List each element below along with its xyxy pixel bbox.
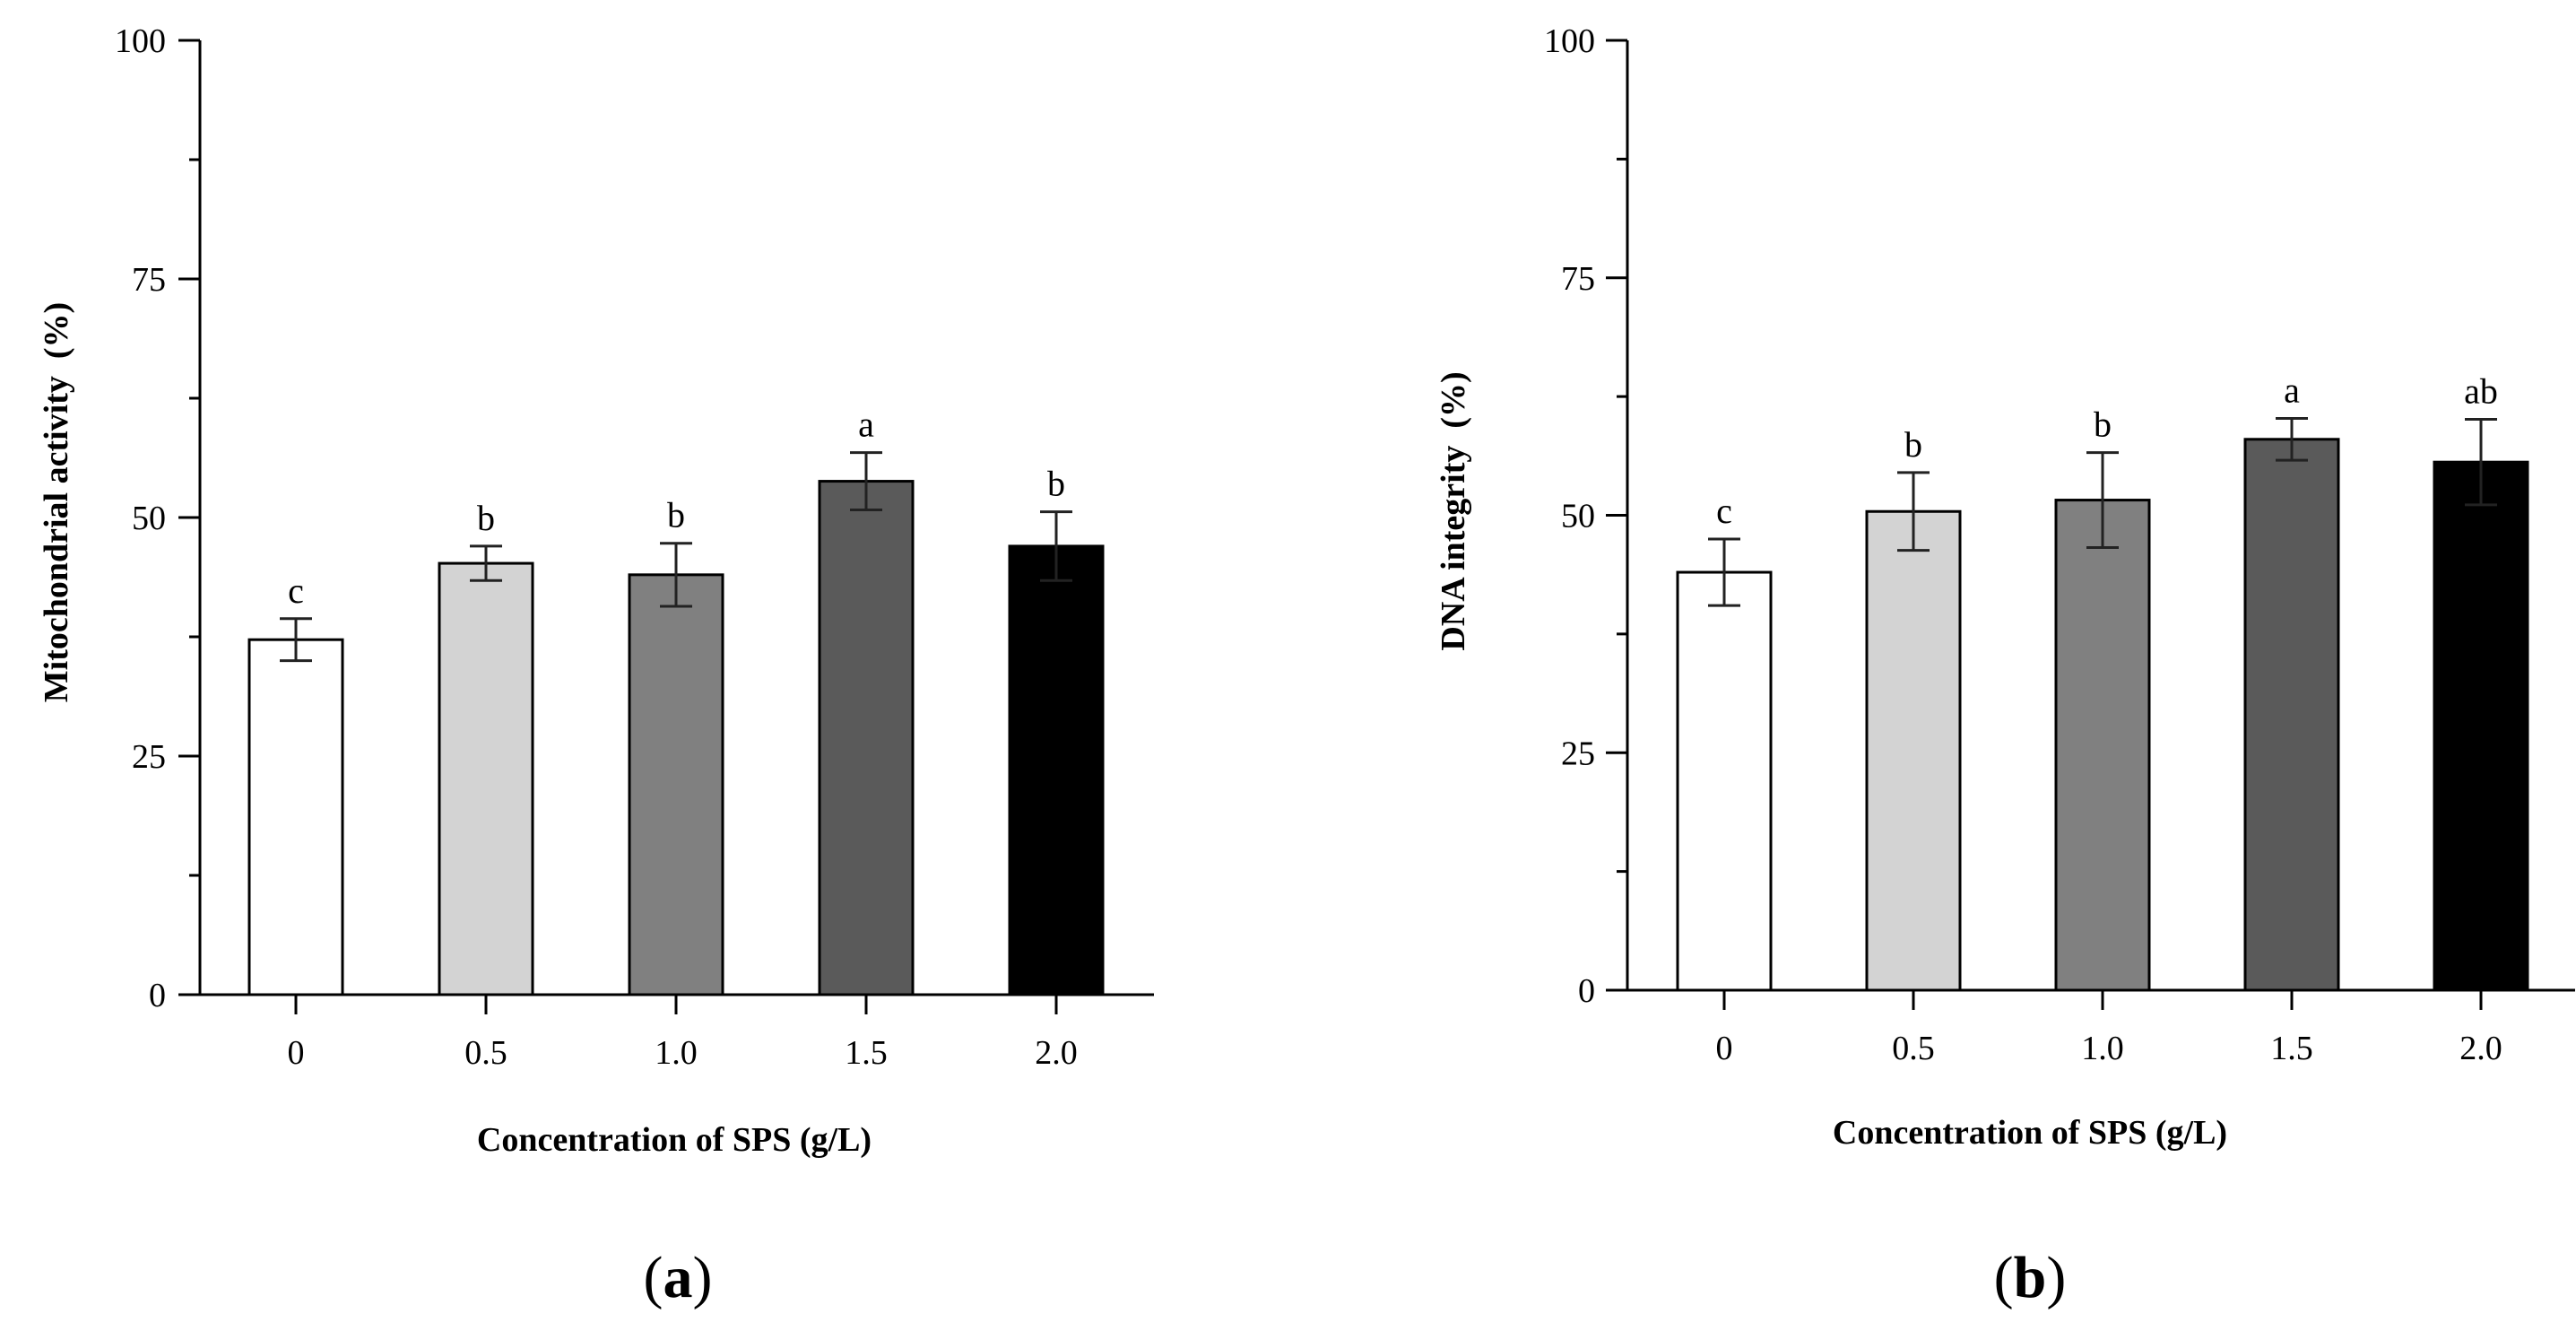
chart-a-bar bbox=[818, 480, 915, 996]
chart-a-y-axis-title: Mitochondrial activity (%) bbox=[38, 302, 75, 702]
chart-b-y-tick-label: 100 bbox=[1544, 22, 1595, 60]
chart-b-significance-letter: b bbox=[2094, 405, 2112, 445]
chart-a-significance-letter: b bbox=[477, 498, 495, 538]
chart-b-significance-letter: a bbox=[2284, 370, 2300, 410]
chart-b-y-axis-title: DNA integrity (%) bbox=[1435, 371, 1472, 650]
chart-a-significance-letter: b bbox=[667, 495, 685, 535]
chart-b-significance-letter: ab bbox=[2464, 371, 2498, 412]
chart-b-x-tick-label: 1.0 bbox=[2081, 1030, 2124, 1067]
chart-b-x-axis-title: Concentration of SPS (g/L) bbox=[1833, 1114, 2227, 1152]
chart-a-y-tick-label: 50 bbox=[132, 500, 166, 537]
chart-b-significance-letter: b bbox=[1904, 424, 1922, 465]
chart-b-y-tick-label: 50 bbox=[1561, 498, 1595, 535]
chart-a-bar bbox=[628, 573, 724, 996]
chart-a-error-bar bbox=[1040, 510, 1072, 582]
chart-b-bar bbox=[2243, 438, 2340, 992]
chart-a-significance-letters: c b b a b bbox=[288, 405, 1065, 611]
chart-a-svg: c b b a b 0 25 50 75 100 0 0.5 1.0 1.5 2.0 Mitochond… bbox=[38, 22, 1154, 1310]
chart-a-y-tick-label: 75 bbox=[132, 261, 166, 299]
chart-b-panel-label: (b) bbox=[1994, 1245, 2067, 1310]
chart-b-y-tick-label: 75 bbox=[1561, 260, 1595, 298]
chart-a-y-ticks: 0 25 50 75 100 bbox=[115, 22, 200, 1014]
chart-b-y-ticks: 0 25 50 75 100 bbox=[1544, 22, 1627, 1010]
chart-a-bar bbox=[438, 561, 534, 996]
chart-a-x-tick-label: 1.5 bbox=[845, 1034, 888, 1072]
chart-a-x-tick-label: 1.0 bbox=[655, 1034, 698, 1072]
chart-b-bar bbox=[2433, 460, 2529, 992]
chart-a-panel-label: (a) bbox=[644, 1245, 713, 1310]
chart-a-bars bbox=[247, 480, 1105, 996]
chart-b-x-tick-label: 0.5 bbox=[1892, 1030, 1935, 1067]
chart-a-significance-letter: c bbox=[288, 570, 304, 611]
chart-a-x-ticks: 0 0.5 1.0 1.5 2.0 bbox=[288, 995, 1078, 1072]
chart-b-x-tick-label: 0 bbox=[1716, 1030, 1733, 1067]
chart-a-significance-letter: a bbox=[858, 405, 874, 445]
chart-b-error-bar bbox=[2276, 416, 2308, 462]
chart-a-y-tick-label: 100 bbox=[115, 22, 166, 60]
chart-a-x-tick-label: 0.5 bbox=[464, 1034, 507, 1072]
chart-b-bar bbox=[2054, 499, 2151, 992]
chart-a-error-bar bbox=[660, 542, 692, 608]
chart-a-error-bars bbox=[280, 451, 1072, 663]
chart-a-significance-letter: b bbox=[1047, 464, 1065, 504]
chart-b-svg: c b b a ab 0 25 50 75 100 0 0.5 1.0 1.5 2.0 DNA inte… bbox=[1435, 22, 2575, 1310]
chart-b-y-tick-label: 25 bbox=[1561, 735, 1595, 772]
chart-b-significance-letters: c b b a ab bbox=[1716, 370, 2498, 530]
chart-a-y-tick-label: 0 bbox=[149, 977, 166, 1014]
chart-a-y-tick-label: 25 bbox=[132, 738, 166, 776]
chart-b-x-tick-label: 2.0 bbox=[2459, 1030, 2502, 1067]
chart-b-bar bbox=[1865, 509, 1962, 992]
chart-b-bars bbox=[1676, 438, 2529, 992]
chart-a-error-bar bbox=[280, 617, 312, 663]
chart-a-error-bar bbox=[850, 451, 882, 511]
chart-b-x-ticks: 0 0.5 1.0 1.5 2.0 bbox=[1716, 990, 2502, 1067]
chart-a-bar bbox=[247, 638, 344, 996]
chart-b-bar bbox=[1676, 570, 1773, 992]
chart-b-error-bar bbox=[1708, 537, 1740, 607]
chart-panel-a: c b b a b 0 25 50 75 100 0 0.5 1.0 1.5 2.0 Mitochond… bbox=[38, 22, 1154, 1310]
chart-a-bar bbox=[1008, 544, 1105, 996]
chart-a-x-tick-label: 2.0 bbox=[1035, 1034, 1078, 1072]
chart-a-x-tick-label: 0 bbox=[288, 1034, 305, 1072]
chart-b-error-bar bbox=[2465, 418, 2497, 507]
chart-b-significance-letter: c bbox=[1716, 491, 1732, 531]
chart-b-error-bar bbox=[2086, 451, 2119, 550]
chart-b-y-tick-label: 0 bbox=[1578, 972, 1595, 1010]
chart-b-error-bars bbox=[1708, 416, 2497, 607]
chart-b-error-bar bbox=[1897, 471, 1930, 552]
chart-b-x-tick-label: 1.5 bbox=[2270, 1030, 2313, 1067]
chart-panel-b: c b b a ab 0 25 50 75 100 0 0.5 1.0 1.5 2.0 DNA inte… bbox=[1288, 0, 2575, 1331]
chart-a-error-bar bbox=[470, 544, 502, 582]
chart-a-x-axis-title: Concentration of SPS (g/L) bbox=[477, 1121, 872, 1159]
